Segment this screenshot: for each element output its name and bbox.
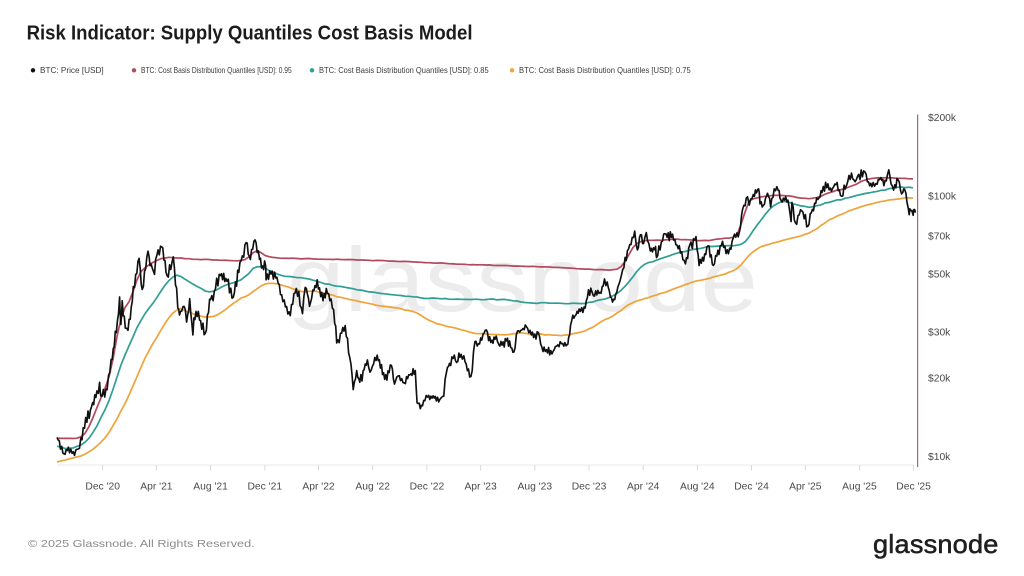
svg-text:BTC: Cost Basis Distribution Q: BTC: Cost Basis Distribution Quantiles [… xyxy=(519,66,691,75)
svg-text:Apr '21: Apr '21 xyxy=(140,482,173,493)
svg-text:glassnode: glassnode xyxy=(873,529,999,558)
svg-text:Apr '25: Apr '25 xyxy=(789,482,822,493)
svg-text:Dec '21: Dec '21 xyxy=(248,482,283,493)
svg-text:© 2025 Glassnode. All Rights R: © 2025 Glassnode. All Rights Reserved. xyxy=(28,539,255,549)
svg-text:BTC: Price [USD]: BTC: Price [USD] xyxy=(40,66,104,75)
svg-text:$70k: $70k xyxy=(928,232,951,243)
svg-text:Aug '25: Aug '25 xyxy=(842,482,877,493)
svg-text:$100k: $100k xyxy=(928,191,957,202)
svg-text:Apr '23: Apr '23 xyxy=(464,482,497,493)
svg-text:Dec '24: Dec '24 xyxy=(734,482,769,493)
svg-text:$200k: $200k xyxy=(928,113,957,124)
svg-text:$20k: $20k xyxy=(928,373,951,384)
svg-text:Aug '24: Aug '24 xyxy=(680,482,715,493)
svg-text:Dec '22: Dec '22 xyxy=(410,482,445,493)
svg-text:Aug '21: Aug '21 xyxy=(193,482,228,493)
svg-text:$30k: $30k xyxy=(928,328,951,339)
svg-text:BTC: Cost Basis Distribution Q: BTC: Cost Basis Distribution Quantiles [… xyxy=(141,66,292,76)
svg-text:Dec '20: Dec '20 xyxy=(85,482,120,493)
svg-text:BTC: Cost Basis Distribution Q: BTC: Cost Basis Distribution Quantiles [… xyxy=(319,66,489,75)
svg-text:Dec '25: Dec '25 xyxy=(896,482,931,493)
svg-text:Aug '23: Aug '23 xyxy=(517,482,552,493)
svg-text:Risk Indicator: Supply Quantil: Risk Indicator: Supply Quantiles Cost Ba… xyxy=(27,22,473,45)
svg-text:Apr '22: Apr '22 xyxy=(302,482,335,493)
svg-text:glassnode: glassnode xyxy=(287,229,758,331)
svg-text:$10k: $10k xyxy=(928,452,951,463)
svg-text:Apr '24: Apr '24 xyxy=(627,482,660,493)
svg-text:Aug '22: Aug '22 xyxy=(355,482,390,493)
svg-text:$50k: $50k xyxy=(928,270,951,281)
svg-text:Dec '23: Dec '23 xyxy=(572,482,607,493)
